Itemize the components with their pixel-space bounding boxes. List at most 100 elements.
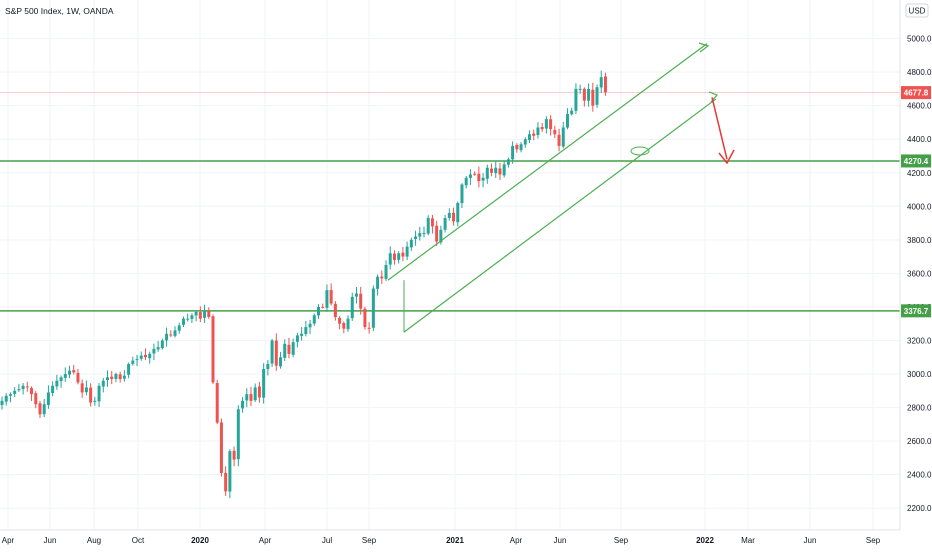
touch-point-ellipse	[630, 146, 650, 156]
candle	[426, 215, 430, 236]
candle-body	[262, 368, 266, 398]
candle	[232, 446, 236, 467]
grid	[0, 0, 900, 530]
candle-body	[519, 144, 523, 151]
candle-body	[4, 395, 8, 402]
time-tick-label: 2020	[191, 536, 209, 545]
price-badge-resistance-level	[901, 304, 931, 318]
candle-body	[498, 168, 502, 175]
candle-body	[570, 110, 574, 115]
candle	[152, 343, 156, 360]
candle-body	[447, 213, 451, 218]
candle	[89, 383, 93, 407]
candle	[0, 396, 4, 410]
candle	[97, 383, 101, 408]
candle-body	[257, 386, 261, 398]
candle-body	[253, 387, 257, 401]
candle	[300, 327, 304, 341]
candle	[287, 337, 291, 359]
candle-body	[106, 377, 109, 381]
candle	[194, 310, 198, 322]
candle	[565, 108, 569, 130]
candle-body	[266, 363, 270, 369]
candle	[177, 322, 181, 334]
channel-lower-line	[403, 98, 717, 333]
candle	[511, 141, 515, 164]
channel-upper-arrowhead	[698, 42, 710, 53]
candle-body	[473, 173, 477, 175]
candle	[219, 418, 223, 477]
candle	[603, 72, 607, 96]
candle-body	[414, 236, 418, 239]
candle	[270, 338, 274, 368]
candle-body	[528, 134, 531, 141]
price-tick-label: 2600.0	[907, 437, 932, 446]
candle	[224, 466, 228, 496]
candle	[228, 449, 232, 499]
candle-body	[190, 315, 194, 319]
candle	[405, 241, 409, 261]
candle-body	[279, 357, 283, 367]
candle	[506, 157, 510, 168]
candle	[473, 171, 477, 176]
candle-body	[595, 87, 599, 105]
time-tick-label: Jun	[554, 536, 567, 545]
candle-body	[561, 127, 565, 147]
price-axis[interactable]: 2200.02400.02600.02800.03000.03200.03400…	[901, 35, 932, 514]
candle-body	[46, 392, 50, 405]
candle	[173, 326, 177, 338]
candle-body	[135, 358, 139, 360]
price-badge-support-level	[901, 154, 931, 168]
candle	[253, 383, 257, 402]
candle	[257, 381, 261, 403]
candle-body	[384, 265, 388, 279]
candle	[283, 339, 287, 362]
candle-body	[359, 293, 363, 309]
candle	[515, 143, 519, 153]
candle	[181, 316, 185, 328]
candle-body	[34, 393, 38, 405]
candle	[262, 363, 266, 404]
time-tick-label: 2022	[696, 536, 714, 545]
candle	[17, 383, 21, 393]
time-axis[interactable]: Apr Jun Aug Oct 2020 Apr Jul Sep 2021 Apr Jun Sep 20…	[2, 536, 881, 545]
candle-body	[236, 409, 240, 460]
candle-body	[152, 348, 156, 354]
candle-body	[17, 389, 21, 391]
candle	[236, 405, 240, 467]
candle-body	[574, 88, 578, 111]
candle-body	[325, 290, 329, 308]
annotations	[387, 42, 735, 333]
candle	[165, 327, 169, 347]
price-tick-label: 3800.0	[907, 236, 932, 245]
time-tick-label: Apr	[259, 536, 272, 545]
price-badge-text: 3376.7	[904, 307, 929, 316]
candle-body	[186, 318, 190, 320]
candle	[519, 142, 523, 153]
candle	[498, 163, 502, 180]
candle	[55, 374, 59, 390]
candle-body	[599, 77, 603, 88]
candle	[8, 392, 12, 403]
candle	[279, 351, 283, 369]
candle-body	[72, 370, 76, 373]
candle	[430, 214, 434, 234]
currency-badge[interactable]: USD	[905, 3, 929, 18]
candle-body	[582, 88, 586, 101]
candle-body	[456, 202, 460, 223]
candle-body	[283, 343, 287, 358]
candle-body	[452, 212, 456, 222]
candle	[186, 313, 190, 322]
candle-body	[245, 394, 249, 401]
candle-body	[270, 340, 274, 364]
candle	[118, 371, 122, 383]
time-tick-label: Apr	[2, 536, 15, 545]
candle	[34, 391, 38, 409]
candle-body	[84, 387, 88, 393]
price-tick-label: 3000.0	[907, 370, 932, 379]
candle	[321, 303, 325, 309]
candle	[401, 246, 405, 262]
candle	[312, 313, 316, 326]
